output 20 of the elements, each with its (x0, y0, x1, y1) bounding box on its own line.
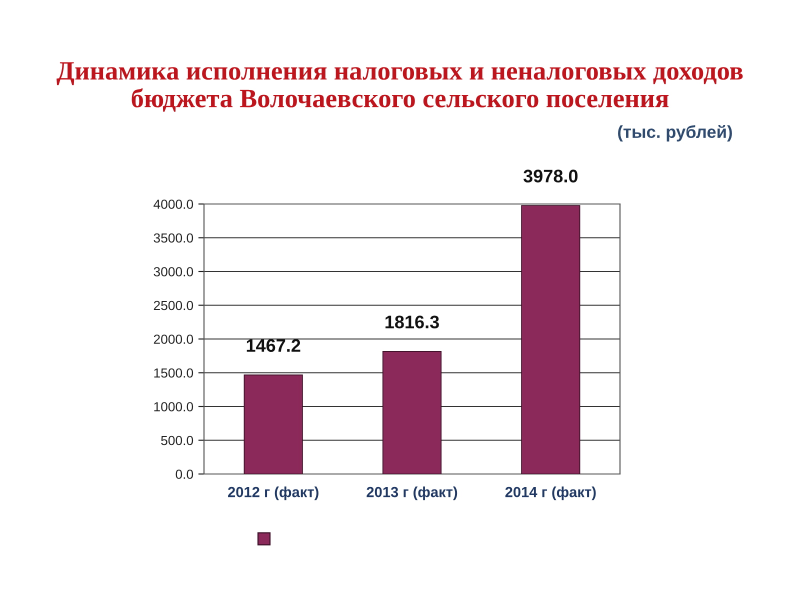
data-label: 3978.0 (523, 170, 578, 182)
y-tick-label: 3500.0 (154, 233, 194, 243)
bar (382, 350, 442, 474)
x-tick-label: 2014 г (факт) (505, 486, 596, 500)
data-label: 1467.2 (246, 339, 300, 352)
x-tick-label: 2012 г (факт) (228, 486, 318, 500)
chart-title: Динамика исполнения налоговых и неналоговых доходов бюджета Волочаевского сельского поселения (56, 62, 743, 112)
y-tick-label: 3000.0 (154, 267, 194, 276)
y-tick-label: 4000.0 (154, 200, 194, 209)
y-tick-label: 500.0 (161, 436, 194, 446)
bar (244, 374, 303, 474)
y-tick-label: 1500.0 (154, 368, 194, 378)
y-tick-label: 0.0 (176, 470, 194, 479)
y-tick-label: 2000.0 (154, 334, 194, 344)
data-label: 1816.3 (386, 316, 439, 328)
y-tick-label: 1000.0 (154, 402, 194, 412)
x-tick-label: 2013 г (факт) (366, 486, 458, 500)
text: (тыс. рублей) (618, 124, 732, 142)
bar (521, 205, 580, 474)
y-tick-label: 2500.0 (154, 300, 194, 310)
